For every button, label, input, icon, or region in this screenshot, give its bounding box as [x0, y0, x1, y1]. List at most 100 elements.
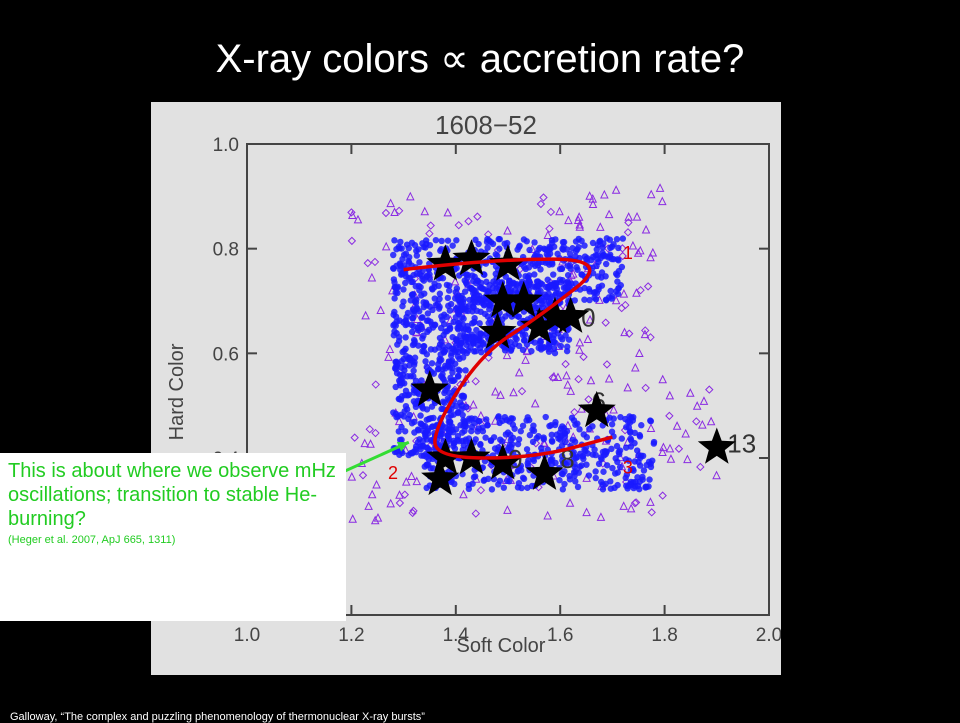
purple-triangle-point	[632, 288, 641, 297]
blue-data-point	[572, 248, 580, 255]
blue-data-point	[614, 458, 621, 466]
blue-data-point	[509, 449, 517, 456]
blue-data-point	[464, 322, 471, 330]
purple-triangle-point	[658, 447, 667, 456]
blue-data-point	[618, 263, 626, 271]
purple-triangle-point	[655, 183, 665, 192]
purple-triangle-point	[491, 386, 500, 396]
blue-data-point	[449, 364, 456, 372]
blue-data-point	[468, 427, 475, 435]
slide-title: X-ray colors ∝ accretion rate?	[215, 37, 745, 81]
blue-data-point	[402, 387, 410, 395]
purple-triangle-point	[619, 289, 629, 298]
blue-data-point	[558, 265, 566, 273]
blue-data-point	[462, 422, 469, 429]
blue-data-point	[638, 422, 645, 429]
purple-triangle-point	[394, 416, 404, 426]
blue-data-point	[618, 435, 626, 442]
blue-data-point	[402, 345, 409, 353]
purple-triangle-point	[366, 439, 375, 448]
blue-data-point	[400, 251, 408, 259]
blue-data-point	[586, 288, 593, 295]
blue-data-point	[647, 417, 655, 425]
purple-diamond-point	[646, 333, 655, 342]
blue-data-point	[420, 348, 428, 355]
blue-data-point	[599, 486, 607, 493]
blue-data-point	[459, 411, 466, 419]
blue-data-point	[428, 360, 436, 367]
blue-data-point	[640, 467, 648, 474]
purple-diamond-point	[370, 257, 380, 267]
blue-data-point	[424, 310, 432, 317]
blue-data-point	[548, 431, 555, 439]
blue-data-point	[416, 259, 423, 266]
track-label: 2	[388, 463, 398, 483]
blue-data-point	[449, 333, 456, 341]
blue-data-point	[574, 483, 582, 491]
blue-data-point	[483, 278, 490, 286]
blue-data-point	[431, 321, 439, 328]
blue-data-point	[523, 417, 530, 424]
blue-data-point	[506, 442, 513, 449]
purple-triangle-point	[565, 498, 575, 507]
blue-data-point	[540, 297, 548, 305]
blue-data-point	[616, 463, 624, 471]
purple-triangle-point	[685, 388, 695, 397]
blue-data-point	[548, 239, 556, 247]
blue-data-point	[636, 485, 643, 493]
purple-triangle-point	[521, 355, 530, 364]
blue-data-point	[476, 283, 484, 291]
blue-data-point	[558, 453, 566, 460]
blue-data-point	[530, 457, 538, 465]
blue-data-point	[547, 456, 554, 463]
blue-data-point	[524, 484, 531, 491]
blue-data-point	[420, 277, 428, 284]
blue-data-point	[408, 420, 416, 427]
blue-data-point	[481, 476, 488, 484]
purple-diamond-point	[623, 228, 633, 237]
blue-data-point	[566, 282, 573, 289]
purple-triangle-point	[626, 503, 636, 513]
blue-data-point	[568, 414, 576, 421]
blue-data-point	[608, 428, 616, 435]
footer-citation: Galloway, “The complex and puzzling phen…	[10, 711, 425, 723]
blue-data-point	[391, 295, 398, 302]
blue-data-point	[418, 452, 425, 459]
burst-star-marker	[483, 281, 522, 318]
blue-data-point	[418, 420, 425, 428]
purple-triangle-point	[600, 189, 609, 199]
burst-star-marker	[536, 296, 574, 333]
purple-triangle-point	[490, 416, 500, 425]
purple-triangle-point	[496, 390, 505, 399]
purple-triangle-point	[353, 214, 363, 224]
burst-star-marker	[452, 239, 491, 276]
blue-data-point	[539, 304, 546, 311]
purple-diamond-point	[658, 491, 667, 500]
blue-data-point	[409, 341, 417, 349]
purple-triangle-point	[562, 370, 571, 380]
blue-data-point	[561, 430, 569, 437]
purple-triangle-point	[712, 470, 721, 480]
x-tick-label: 1.6	[547, 625, 573, 646]
blue-data-point	[614, 256, 621, 263]
blue-data-point	[622, 456, 630, 463]
purple-triangle-point	[646, 252, 655, 262]
purple-diamond-point	[350, 433, 359, 442]
blue-data-point	[529, 426, 536, 433]
purple-triangle-point	[386, 498, 395, 508]
point-label: 0	[581, 303, 595, 333]
purple-diamond-point	[395, 498, 405, 508]
blue-data-point	[420, 332, 427, 339]
burst-star-marker	[426, 244, 465, 281]
blue-data-point	[477, 440, 484, 448]
blue-data-point	[550, 345, 558, 352]
burst-star-marker	[489, 244, 527, 281]
blue-data-point	[438, 237, 445, 245]
blue-data-point	[391, 308, 398, 316]
blue-data-point	[585, 472, 593, 479]
x-tick-label: 1.4	[443, 625, 470, 646]
annotation-callout: This is about where we observe mHz oscil…	[0, 453, 346, 621]
blue-data-point	[536, 337, 544, 345]
blue-data-point	[544, 276, 551, 283]
purple-triangle-point	[367, 272, 377, 282]
